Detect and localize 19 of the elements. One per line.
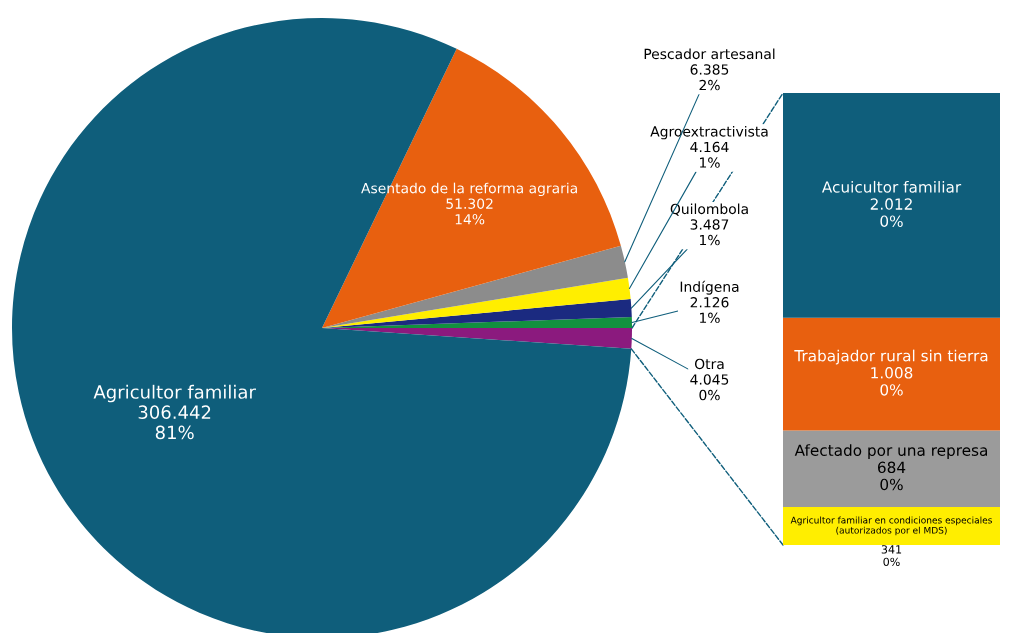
- series-label: Acuicultor familiar: [821, 180, 962, 193]
- slice-label: Otra: [694, 358, 724, 370]
- slice-label: Pescador artesanal: [644, 48, 775, 60]
- data-label: 1.008 0%: [871, 367, 913, 396]
- data-label: 4.045 0%: [690, 374, 729, 401]
- series-label: Agricultor familiar en condiciones especiales (autorizados por el MDS): [790, 516, 992, 536]
- slice-label: Agricultor familiar: [93, 384, 256, 403]
- data-label: 51.302 14%: [446, 198, 493, 225]
- series-label: Trabajador rural sin tierra: [794, 349, 988, 365]
- data-label: 684 0%: [877, 461, 906, 491]
- data-label: 4.164 1%: [690, 141, 729, 168]
- data-label: 341 0%: [881, 545, 902, 567]
- slice-label: Indígena: [680, 280, 739, 295]
- data-label: 3.487 1%: [690, 219, 729, 246]
- data-label: 2.126 1%: [690, 297, 729, 324]
- data-label: 2.012 0%: [870, 198, 912, 227]
- data-label: 306.442 81%: [138, 405, 211, 440]
- series-label: Afectado por una represa: [794, 444, 988, 459]
- data-label: 6.385 2%: [690, 64, 729, 91]
